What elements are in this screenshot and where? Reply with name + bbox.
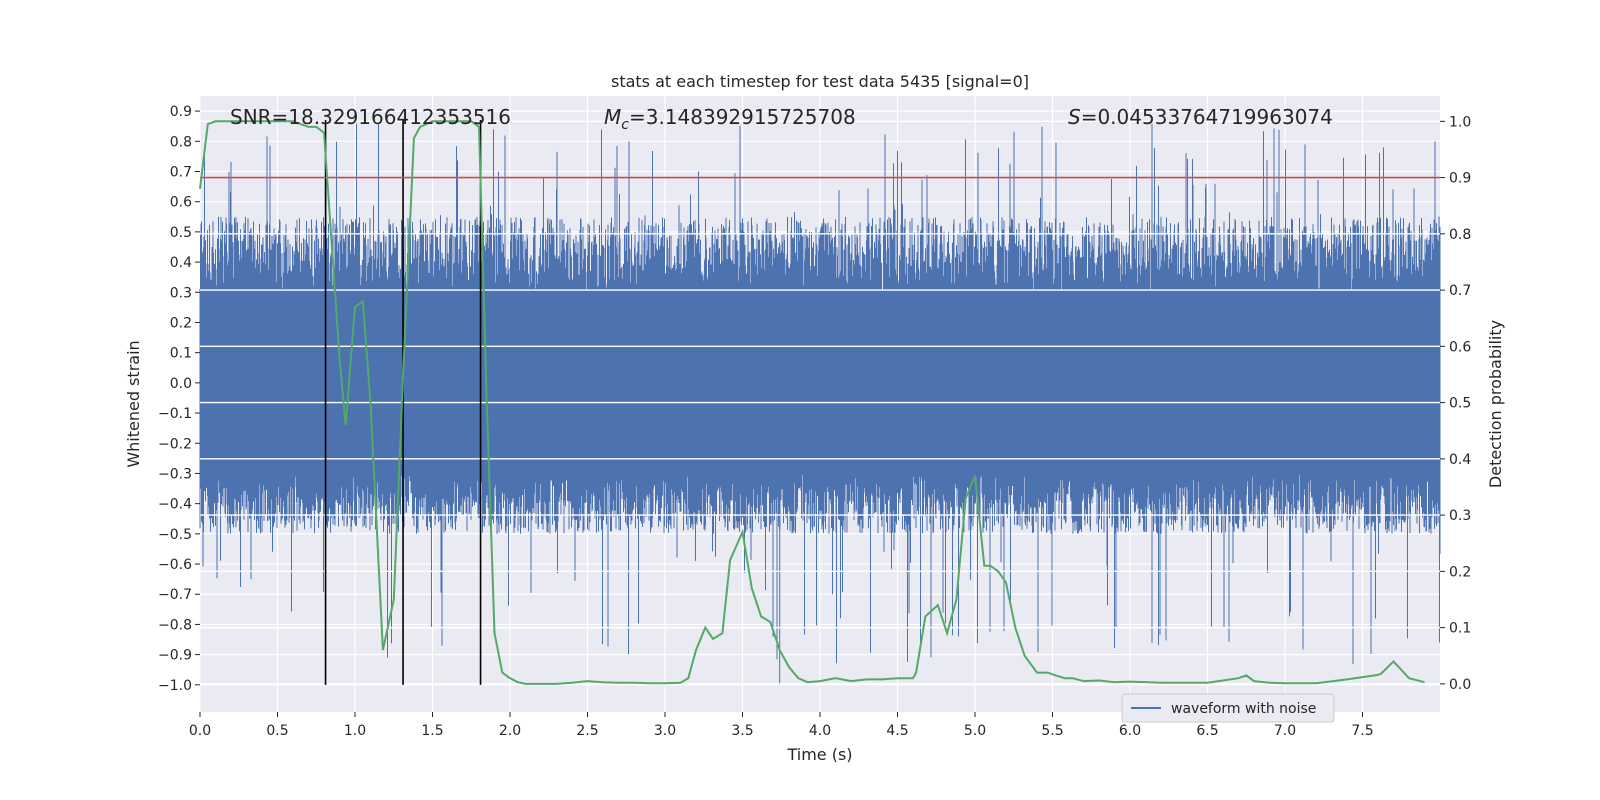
legend-box	[1121, 693, 1335, 723]
y-tick-label: −0.5	[158, 527, 192, 543]
legend-label: waveform with noise	[1171, 701, 1316, 717]
x-tick-label: 3.0	[654, 723, 676, 739]
probability-line	[199, 120, 1425, 685]
y-tick-label: 0.6	[170, 195, 192, 211]
waveform-series	[199, 123, 1441, 685]
y-tick-label: 0.2	[170, 315, 192, 331]
snr-annotation: SNR=18.329166412353516	[230, 105, 511, 129]
x-tick-label: 5.0	[964, 723, 986, 739]
x-tick-label: 1.0	[344, 723, 366, 739]
y-tick-label: 0.9	[170, 104, 192, 120]
y-tick-label: −0.1	[158, 406, 192, 422]
legend: waveform with noise	[1121, 693, 1335, 723]
x-tick-label: 4.0	[809, 723, 831, 739]
y-right-tick-label: 1.0	[1449, 114, 1471, 130]
x-tick-label: 6.5	[1196, 723, 1218, 739]
axes: 0.0 0.5 1.0 1.5 2.0 2.5 3.0 3.5 4.0 4.5 5.0 5.5 6.0 6…	[158, 104, 1471, 739]
y-right-tick-label: 0.8	[1449, 227, 1471, 243]
x-tick-label: 2.0	[499, 723, 521, 739]
y-right-tick-label: 0.4	[1449, 452, 1471, 468]
chirp-mass-symbol: M	[604, 105, 621, 129]
waveform-core-band	[200, 298, 1440, 468]
y-tick-label: −0.3	[158, 466, 192, 482]
y-right-tick-label: 0.9	[1449, 171, 1471, 187]
y-tick-label: 0.0	[170, 376, 192, 392]
chirp-mass-value: =3.148392915725708	[629, 105, 856, 129]
y-right-axis-label: Detection probability	[1486, 320, 1505, 488]
x-tick-label: 4.5	[886, 723, 908, 739]
y-right-tick-label: 0.2	[1449, 564, 1471, 580]
y-right-tick-label: 0.7	[1449, 283, 1471, 299]
x-tick-label: 7.0	[1274, 723, 1296, 739]
y-axis-label: Whitened strain	[124, 340, 143, 467]
y-tick-label: −0.2	[158, 436, 192, 452]
statistic-value: =0.04533764719963074	[1081, 105, 1333, 129]
x-axis-label: Time (s)	[786, 745, 852, 764]
y-tick-label: 0.1	[170, 346, 192, 362]
probability-series	[199, 120, 1425, 685]
chart-title: stats at each timestep for test data 543…	[611, 72, 1029, 91]
y-right-tick-label: 0.0	[1449, 677, 1471, 693]
y-tick-label: −0.7	[158, 587, 192, 603]
y-tick-label: −0.4	[158, 497, 192, 513]
statistic-annotation: S=0.04533764719963074	[1068, 105, 1333, 129]
x-tick-label: 0.5	[266, 723, 288, 739]
y-tick-label: 0.8	[170, 134, 192, 150]
x-tick-label: 1.5	[421, 723, 443, 739]
y-tick-label: 0.3	[170, 285, 192, 301]
x-tick-label: 3.5	[731, 723, 753, 739]
statistic-symbol: S	[1068, 105, 1081, 129]
x-tick-label: 5.5	[1041, 723, 1063, 739]
chirp-mass-subscript: c	[621, 117, 629, 133]
y-tick-label: 0.7	[170, 164, 192, 180]
y-tick-label: −0.6	[158, 557, 192, 573]
y-right-tick-label: 0.6	[1449, 339, 1471, 355]
x-tick-label: 0.0	[189, 723, 211, 739]
y-right-tick-label: 0.3	[1449, 508, 1471, 524]
x-tick-label: 7.5	[1351, 723, 1373, 739]
y-right-tick-label: 0.1	[1449, 621, 1471, 637]
y-tick-label: −0.9	[158, 648, 192, 664]
y-right-tick-label: 0.5	[1449, 396, 1471, 412]
y-tick-label: −0.8	[158, 617, 192, 633]
chirp-mass-annotation: Mc=3.148392915725708	[604, 105, 856, 133]
x-tick-label: 6.0	[1119, 723, 1141, 739]
y-tick-label: 0.4	[170, 255, 192, 271]
y-tick-label: −1.0	[158, 678, 192, 694]
x-tick-label: 2.5	[576, 723, 598, 739]
y-tick-label: 0.5	[170, 225, 192, 241]
